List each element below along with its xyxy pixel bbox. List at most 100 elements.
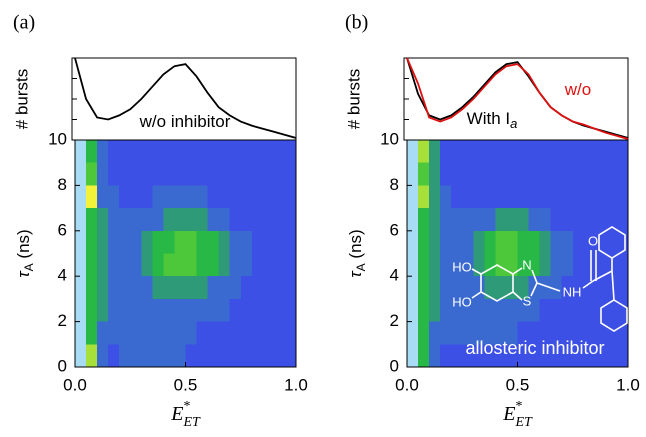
heatmap-cell [163, 298, 175, 323]
heatmap-cell [251, 140, 264, 164]
heatmap-cell [152, 185, 164, 209]
heatmap-cell [207, 230, 220, 254]
heatmap-cell [539, 276, 552, 300]
heatmap-cell [517, 298, 530, 323]
heatmap-cell [517, 253, 530, 277]
heatmap-cell [284, 162, 297, 186]
heatmap-cell [506, 140, 518, 164]
heatmap-cell [561, 162, 574, 186]
heatmap-cell [473, 276, 485, 300]
heatmap-cell [572, 162, 585, 186]
heatmap-cell [407, 344, 419, 368]
x-tick-label: 0.0 [395, 375, 419, 394]
heatmap-cell [506, 321, 518, 345]
heatmap-cell [583, 185, 596, 209]
heatmap-cell [207, 185, 220, 209]
heatmap-cell [495, 253, 507, 277]
heatmap-cell [284, 140, 297, 164]
heatmap-cell [185, 208, 198, 232]
series-label: w/o inhibitor [139, 112, 231, 131]
heatmap-cell [583, 276, 596, 300]
y-tick-label: 0 [390, 356, 399, 375]
heatmap-cell [86, 140, 98, 164]
heatmap-cell [108, 230, 120, 254]
heatmap-cell [616, 140, 629, 164]
heatmap-cell [418, 298, 430, 323]
heatmap-cell [594, 208, 607, 232]
heatmap-cell [528, 185, 541, 209]
heatmap-cell [616, 185, 629, 209]
heatmap-cell [495, 344, 507, 368]
heatmap-cell [484, 298, 496, 323]
heatmap-cell [86, 185, 98, 209]
heatmap-cell [174, 140, 186, 164]
heatmap-cell [451, 208, 463, 232]
atom-label: NH [563, 284, 582, 299]
heatmap-cell [473, 185, 485, 209]
heatmap-cell [229, 298, 242, 323]
heatmap-cell [284, 230, 297, 254]
heatmap-cell [528, 230, 541, 254]
heatmap-cell [152, 162, 164, 186]
heatmap-cell [572, 344, 585, 368]
y-label-unit: (ns) [346, 229, 365, 263]
heatmap-cell [262, 276, 275, 300]
heatmap-cell [240, 208, 253, 232]
heatmap-cell [572, 140, 585, 164]
panel-label: (a) [13, 12, 35, 34]
heatmap-cell [262, 140, 275, 164]
heatmap-cell [185, 276, 198, 300]
y-tick-label: 4 [58, 266, 67, 285]
heatmap-cell [572, 208, 585, 232]
y-axis-label: τA (ns) [14, 229, 36, 277]
heatmap-cell [141, 208, 153, 232]
heatmap-cell [119, 185, 131, 209]
heatmap-cell [605, 162, 618, 186]
heatmap-cell [108, 208, 120, 232]
heatmap-cell [75, 344, 87, 368]
heatmap-cell [473, 162, 485, 186]
heatmap-cell [97, 253, 109, 277]
heatmap-cell [528, 321, 541, 345]
heatmap-cell [284, 253, 297, 277]
heatmap-cell [163, 208, 175, 232]
heatmap-cell [462, 230, 474, 254]
y-tick-label: 4 [390, 266, 399, 285]
heatmap-cell [196, 208, 209, 232]
heatmap-cell [240, 253, 253, 277]
heatmap-cell [451, 344, 463, 368]
heatmap-cell [572, 276, 585, 300]
heatmap-cell [517, 140, 530, 164]
heatmap-cell [418, 230, 430, 254]
heatmap-cell [141, 321, 153, 345]
heatmap-cell [561, 321, 574, 345]
heatmap-cell [196, 298, 209, 323]
heatmap-cell [407, 208, 419, 232]
heatmap-cell [163, 344, 175, 368]
heatmap-cell [174, 185, 186, 209]
heatmap-cell [561, 253, 574, 277]
heatmap-cell [119, 276, 131, 300]
heatmap-cell [583, 253, 596, 277]
heatmap-cell [561, 230, 574, 254]
x-label-sup: * [515, 399, 522, 414]
heatmap-cell [429, 298, 441, 323]
heatmap-cell [550, 298, 563, 323]
heatmap-cell [218, 298, 231, 323]
heatmap-cell [429, 276, 441, 300]
bond [471, 291, 482, 299]
heatmap-cell [462, 321, 474, 345]
heatmap-cell [174, 253, 186, 277]
heatmap-cell [429, 321, 441, 345]
heatmap-cell [163, 185, 175, 209]
heatmap-cell [196, 185, 209, 209]
heatmap-cell [605, 321, 618, 345]
heatmap-cell [506, 230, 518, 254]
series-name-sub: a [510, 116, 517, 131]
heatmap-cell [207, 140, 220, 164]
atom-label: HO [452, 259, 472, 274]
heatmap-cell [240, 140, 253, 164]
heatmap-cell [539, 162, 552, 186]
y-tick-label: 10 [380, 129, 399, 148]
heatmap-cell [75, 208, 87, 232]
